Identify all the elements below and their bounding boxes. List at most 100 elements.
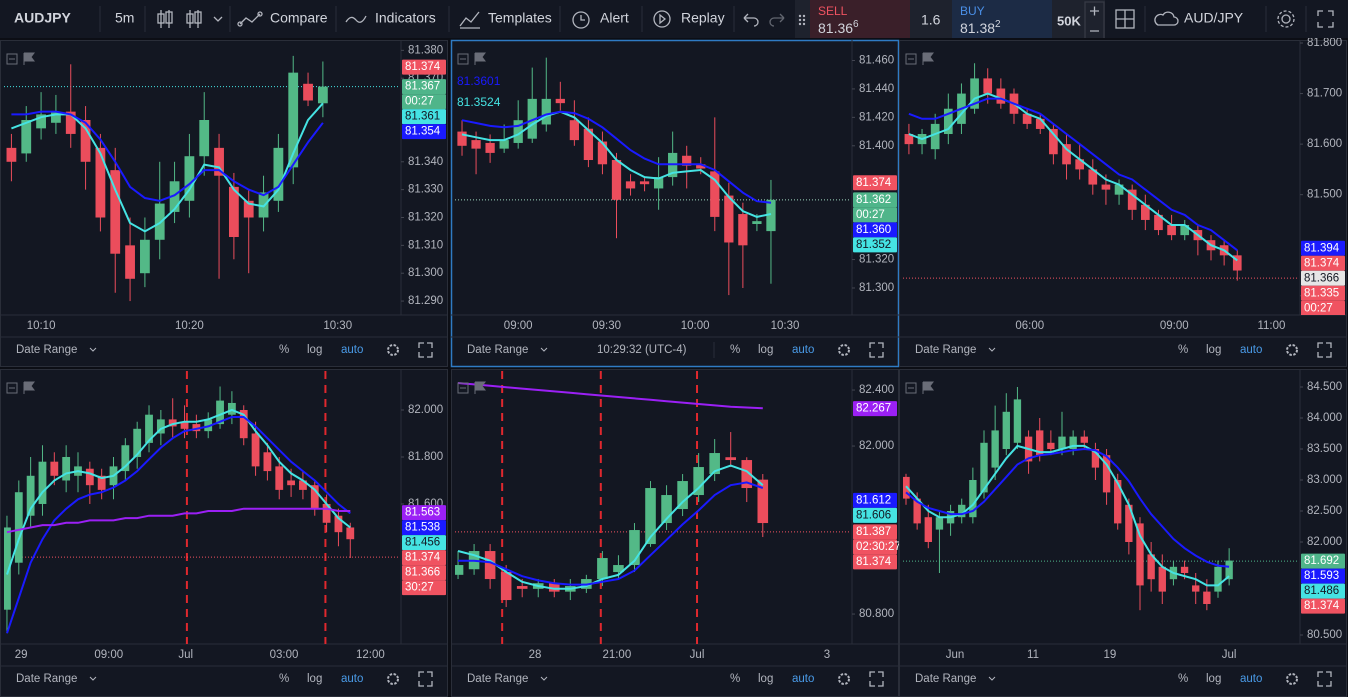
templates-icon[interactable] [459,11,480,29]
log-toggle[interactable]: log [1206,344,1221,356]
fullscreen-icon[interactable] [418,342,433,358]
candle-body [36,114,46,129]
replay-button[interactable]: Replay [681,10,725,26]
dropdown-caret[interactable] [89,676,97,681]
settings-icon[interactable] [387,673,399,685]
log-toggle[interactable]: log [1206,673,1221,685]
sell-button[interactable] [810,0,910,38]
fullscreen-icon[interactable] [1317,10,1334,28]
y-tick-label: 81.330 [408,184,443,196]
indicators-button[interactable]: Indicators [375,10,436,26]
interval[interactable]: 5m [115,10,134,26]
fullscreen-icon[interactable] [869,342,884,358]
chart-type-icon[interactable] [157,10,173,28]
undo-icon[interactable] [743,13,759,27]
flag-icon[interactable] [474,52,486,65]
date-range-button[interactable]: Date Range [16,673,77,685]
log-toggle[interactable]: log [307,673,322,685]
fullscreen-icon[interactable] [869,671,884,687]
settings-icon[interactable] [387,344,399,356]
log-toggle[interactable]: log [307,344,322,356]
candle-body [1101,184,1111,190]
candle-body [1075,159,1084,170]
price-badge-label: 81.374 [1304,257,1340,269]
auto-toggle[interactable]: auto [341,344,363,356]
flag-icon[interactable] [23,52,35,65]
percent-toggle[interactable]: % [279,344,289,356]
date-range-button[interactable]: Date Range [16,344,77,356]
settings-icon[interactable] [1286,673,1298,685]
y-tick-label: 81.320 [408,212,443,224]
percent-toggle[interactable]: % [730,673,740,685]
alert-icon[interactable] [572,11,590,29]
flag-icon[interactable] [23,381,35,394]
fullscreen-icon[interactable] [1317,671,1332,687]
candle-body [145,414,153,443]
log-toggle[interactable]: log [758,673,773,685]
quantity-stepper[interactable] [1084,1,1105,38]
collapse-icon[interactable] [905,53,917,65]
auto-toggle[interactable]: auto [341,673,363,685]
price-badge [402,124,446,140]
price-badge [402,79,446,95]
log-toggle[interactable]: log [758,344,773,356]
bars-icon[interactable] [186,10,223,28]
y-tick-label: 81.440 [859,83,894,95]
y-tick-label: 84.000 [1307,412,1342,424]
candle-body [80,120,91,162]
buy-button[interactable] [952,0,1052,38]
replay-icon[interactable] [653,10,671,28]
candle-body [677,481,688,510]
redo-icon[interactable] [769,13,785,27]
dropdown-caret[interactable] [89,347,97,352]
auto-toggle[interactable]: auto [1240,673,1262,685]
flag-icon[interactable] [922,52,934,65]
dropdown-caret[interactable] [988,347,996,352]
percent-toggle[interactable]: % [1178,673,1188,685]
compare-icon[interactable] [237,11,263,27]
auto-toggle[interactable]: auto [792,673,814,685]
fullscreen-icon[interactable] [418,671,433,687]
quantity[interactable]: 50K [1057,13,1081,28]
percent-toggle[interactable]: % [1178,344,1188,356]
settings-icon[interactable] [1277,10,1295,28]
date-range-button[interactable]: Date Range [915,344,976,356]
candle-body [140,239,150,274]
date-range-button[interactable]: Date Range [467,344,528,356]
dropdown-caret[interactable] [540,347,548,352]
auto-toggle[interactable]: auto [792,344,814,356]
compare-button[interactable]: Compare [270,10,328,26]
flag-icon[interactable] [922,381,934,394]
templates-button[interactable]: Templates [488,10,552,26]
flag-icon[interactable] [474,381,486,394]
drag-handle[interactable] [798,14,806,26]
date-range-button[interactable]: Date Range [915,673,976,685]
date-range-button[interactable]: Date Range [467,673,528,685]
candle-body [970,78,979,109]
settings-icon[interactable] [838,673,850,685]
candle-body [317,86,328,104]
collapse-icon[interactable] [905,382,917,394]
settings-icon[interactable] [1286,344,1298,356]
auto-toggle[interactable]: auto [1240,344,1262,356]
collapse-icon[interactable] [6,53,18,65]
fullscreen-icon[interactable] [1317,342,1332,358]
candle-body [597,558,608,580]
collapse-icon[interactable] [6,382,18,394]
y-tick-label: 81.700 [1307,88,1342,100]
settings-icon[interactable] [838,344,850,356]
layout-icon[interactable] [1115,9,1135,29]
indicators-icon[interactable] [345,15,367,23]
price-badge [1301,553,1345,569]
percent-toggle[interactable]: % [730,344,740,356]
dropdown-caret[interactable] [988,676,996,681]
pair-name[interactable]: AUD/JPY [1184,10,1244,26]
collapse-icon[interactable] [457,382,469,394]
symbol[interactable]: AUDJPY [14,10,71,26]
percent-toggle[interactable]: % [279,673,289,685]
collapse-icon[interactable] [457,53,469,65]
alert-button[interactable]: Alert [600,10,629,26]
cloud-icon[interactable] [1154,11,1179,26]
dropdown-caret[interactable] [540,676,548,681]
x-tick-label: 29 [15,649,28,661]
